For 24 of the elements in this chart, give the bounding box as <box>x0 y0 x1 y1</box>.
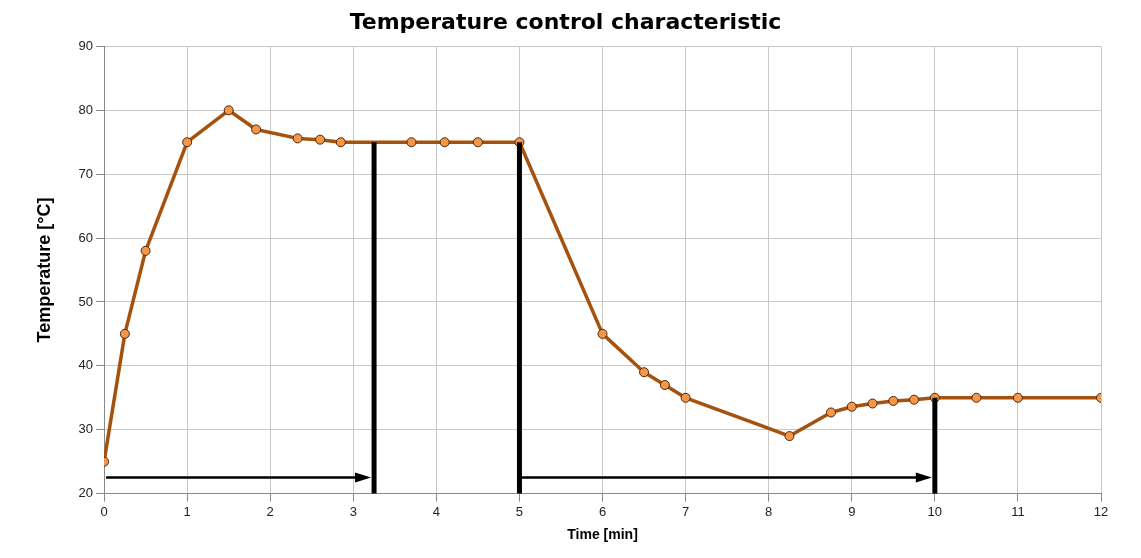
y-tick-label: 80 <box>78 101 94 117</box>
x-tick-label: 0 <box>100 503 108 519</box>
y-tick-label: 20 <box>78 485 94 501</box>
y-tick-label: 50 <box>78 293 94 309</box>
x-tick-label: 12 <box>1093 503 1109 519</box>
x-tick-label: 9 <box>848 503 856 519</box>
x-tick-label: 1 <box>183 503 191 519</box>
y-tick-label: 40 <box>78 357 94 373</box>
x-tick-label: 6 <box>598 503 607 519</box>
chart-title: Temperature control characteristic <box>349 8 782 34</box>
x-tick-label: 8 <box>765 503 773 519</box>
y-axis-title: Temperature [°C] <box>33 197 54 343</box>
x-tick-label: 10 <box>927 503 943 519</box>
y-tick-label: 90 <box>78 37 94 53</box>
x-tick-label: 7 <box>681 503 690 519</box>
y-tick-label: 60 <box>78 229 94 245</box>
x-tick-label: 3 <box>349 503 357 519</box>
x-tick-label: 2 <box>266 503 274 519</box>
y-tick-label: 30 <box>78 421 94 437</box>
x-tick-label: 5 <box>515 503 524 519</box>
x-tick-label: 11 <box>1011 503 1025 519</box>
x-axis-title: Time [min] <box>567 526 638 543</box>
y-tick-label: 70 <box>78 165 94 181</box>
x-tick-label: 4 <box>432 503 440 519</box>
